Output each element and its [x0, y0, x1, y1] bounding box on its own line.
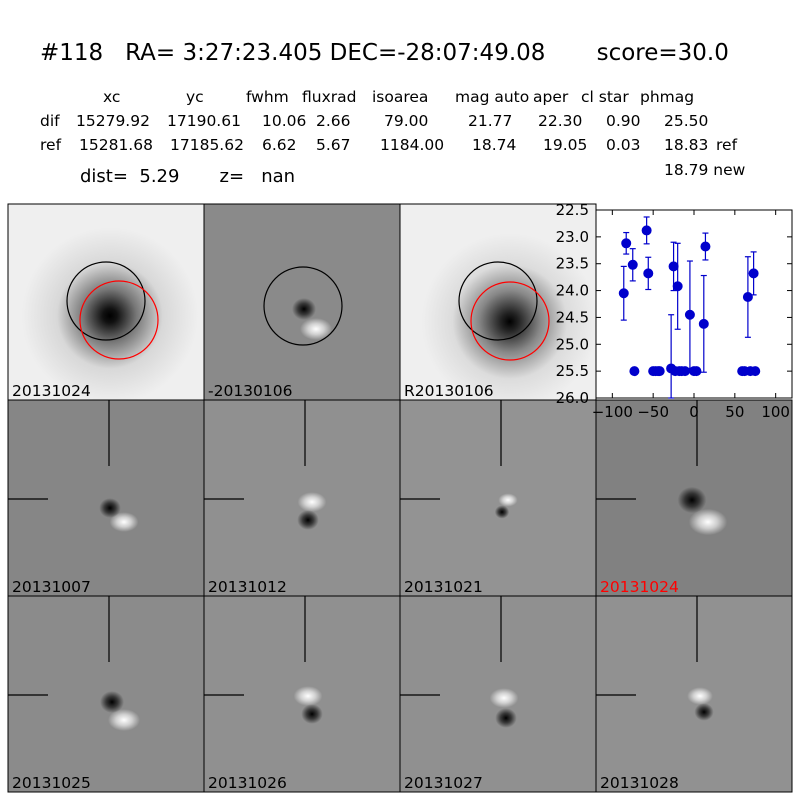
y-tick-label: 24.5: [556, 308, 589, 326]
data-point: [641, 216, 652, 245]
column-header: phmag: [640, 88, 695, 106]
table-cell: 0.03: [606, 136, 641, 154]
y-tick-label: 23.5: [556, 255, 589, 273]
row-label: dif: [40, 112, 60, 130]
stamp-new: 20131024: [7, 203, 205, 401]
data-point: [742, 256, 753, 338]
stamp-label: -20130106: [208, 382, 293, 400]
column-header: cl star: [581, 88, 629, 106]
aperture-circle: [263, 266, 343, 346]
row-extra: ref: [716, 136, 738, 154]
data-point: [700, 232, 711, 261]
stamp-label: 20131024: [12, 382, 91, 400]
table-cell: 21.77: [468, 112, 513, 130]
stamp-diff: 20131026: [203, 595, 401, 793]
dist-z-line: dist= 5.29 z= nan: [80, 166, 296, 187]
y-tick-label: 24.0: [556, 282, 589, 300]
stamp-ref: R20130106: [399, 203, 597, 401]
column-header: xc: [103, 88, 121, 106]
stamp-label: 20131012: [208, 578, 287, 596]
aperture-circle: [458, 261, 538, 341]
stamp-label: R20130106: [404, 382, 494, 400]
table-cell: 5.67: [316, 136, 351, 154]
data-point: [672, 242, 683, 330]
table-cell: 10.06: [262, 112, 307, 130]
stamp-diff: 20131024: [595, 399, 793, 597]
table-cell: 17185.62: [170, 136, 244, 154]
light-curve-plot: 22.5 23.0 23.5 24.0 24.5 25.0 25.5 26.0−100 −50 0…: [556, 201, 793, 421]
stamp-diff: 20131025: [7, 595, 205, 793]
column-header: isoarea: [372, 88, 429, 106]
column-header: yc: [186, 88, 204, 106]
stamp-diff: -20130106: [203, 203, 401, 401]
column-header: mag auto: [455, 88, 530, 106]
table-cell: 25.50: [664, 112, 709, 130]
table-cell: 17190.61: [167, 112, 241, 130]
stamp-label: 20131007: [12, 578, 91, 596]
table-cell: 18.74: [472, 136, 517, 154]
stamp-diff: 20131028: [595, 595, 793, 793]
x-tick-label: −100: [592, 403, 633, 421]
column-header: aper: [533, 88, 569, 106]
table-cell: 15279.92: [76, 112, 150, 130]
data-point: [618, 265, 629, 321]
aperture-circle: [66, 261, 146, 341]
x-tick-label: 50: [725, 403, 744, 421]
data-point: [748, 251, 759, 296]
data-point: [698, 274, 709, 373]
column-header: fluxrad: [302, 88, 357, 106]
y-tick-label: 25.0: [556, 335, 589, 353]
row-label: ref: [40, 136, 62, 154]
table-cell: 18.83: [664, 136, 709, 154]
stamp-label: 20131024: [600, 578, 679, 596]
table-cell: 2.66: [316, 112, 351, 130]
stamp-diff: 20131021: [399, 399, 597, 597]
data-point: [750, 366, 761, 377]
x-tick-label: 0: [689, 403, 699, 421]
data-point: [654, 366, 665, 377]
table-cell: 22.30: [538, 112, 583, 130]
data-point: [621, 231, 632, 255]
table-cell: 15281.68: [79, 136, 153, 154]
stamp-label: 20131025: [12, 774, 91, 792]
column-header: fwhm: [246, 88, 289, 106]
aperture-circle: [470, 281, 550, 361]
x-tick-label: −50: [637, 403, 669, 421]
stamp-label: 20131021: [404, 578, 483, 596]
stamp-label: 20131027: [404, 774, 483, 792]
data-point: [643, 256, 654, 291]
data-point: [629, 366, 640, 377]
table-cell: 6.62: [262, 136, 297, 154]
stamp-diff: 20131012: [203, 399, 401, 597]
y-tick-label: 26.0: [556, 389, 589, 407]
y-tick-label: 22.5: [556, 201, 589, 219]
y-tick-label: 25.5: [556, 362, 589, 380]
page-title: #118 RA= 3:27:23.405 DEC=-28:07:49.08 sc…: [40, 40, 729, 66]
y-tick-label: 23.0: [556, 228, 589, 246]
stamp-label: 20131026: [208, 774, 287, 792]
stamp-diff: 20131027: [399, 595, 597, 793]
table-cell: 79.00: [384, 112, 429, 130]
table-cell: 19.05: [543, 136, 588, 154]
data-point: [627, 248, 638, 282]
table-cell: 0.90: [606, 112, 641, 130]
stamp-label: 20131028: [600, 774, 679, 792]
data-point: [691, 366, 702, 377]
x-tick-label: 100: [761, 403, 790, 421]
table-cell: 1184.00: [380, 136, 445, 154]
phmag-new: 18.79 new: [664, 161, 746, 179]
data-point: [684, 260, 695, 370]
aperture-circle: [79, 280, 159, 360]
stamp-diff: 20131007: [7, 399, 205, 597]
